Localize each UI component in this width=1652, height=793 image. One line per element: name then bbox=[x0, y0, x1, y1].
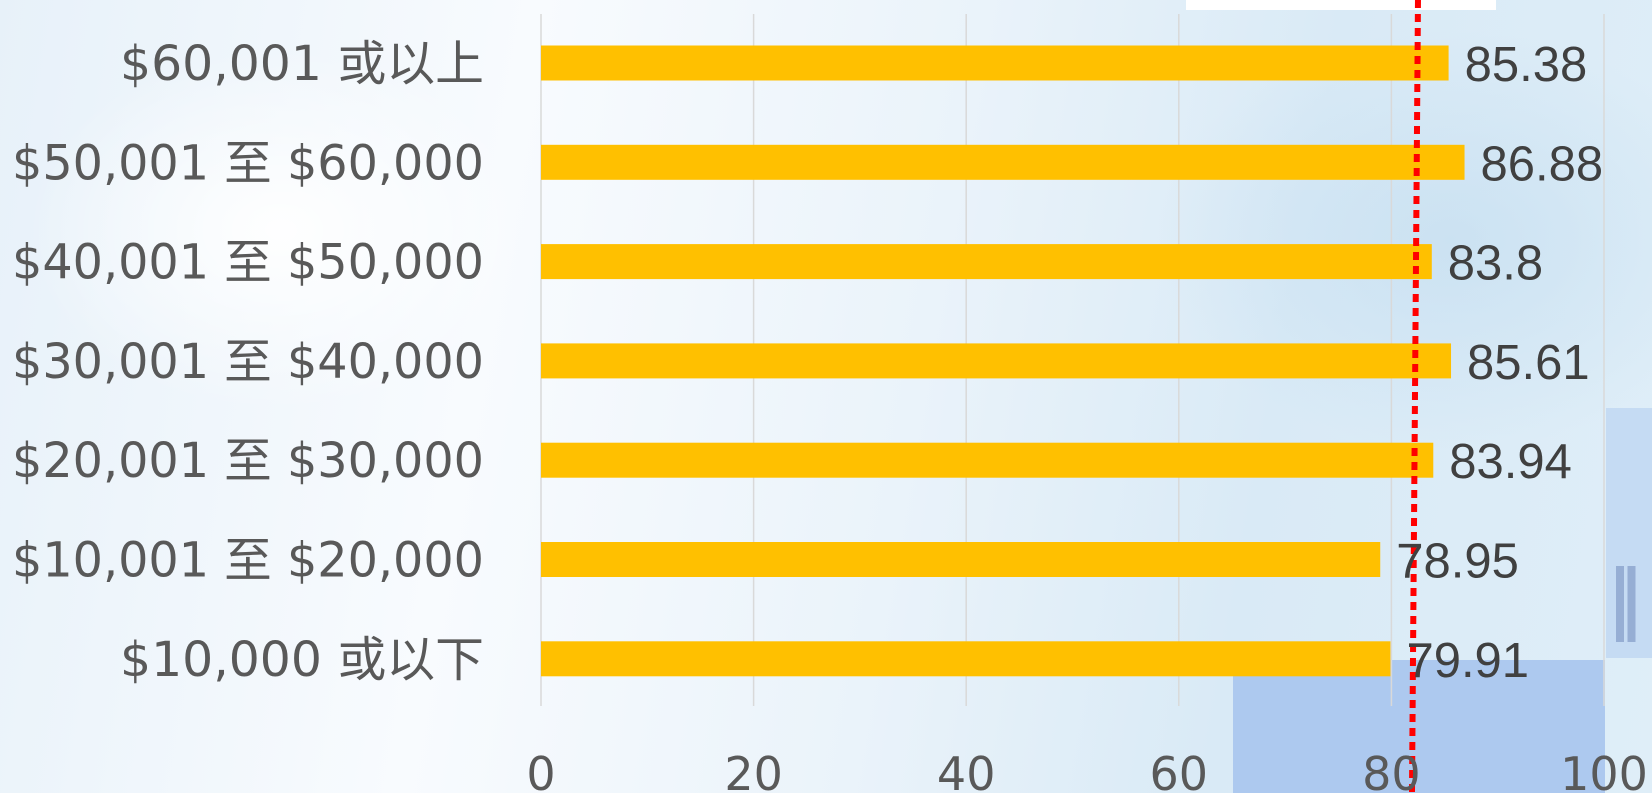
x-tick-label: 80 bbox=[1362, 747, 1421, 793]
label-layer: 0 20 40 60 80 100 $60,001 或以上 85.38 $50,001 至 $6… bbox=[12, 36, 1648, 793]
background-decor-panel bbox=[1233, 660, 1605, 793]
bar bbox=[541, 542, 1381, 577]
x-tick-label: 40 bbox=[937, 747, 996, 793]
value-label: 85.38 bbox=[1465, 38, 1588, 92]
value-label: 79.91 bbox=[1406, 634, 1529, 688]
x-tick-label: 20 bbox=[724, 747, 783, 793]
reference-line bbox=[1408, 0, 1421, 793]
legend-box bbox=[1186, 0, 1496, 10]
bar-layer bbox=[541, 45, 1465, 677]
value-label: 83.8 bbox=[1448, 237, 1543, 291]
category-label: $30,001 至 $40,000 bbox=[12, 334, 484, 390]
value-label: 86.88 bbox=[1481, 137, 1604, 191]
background-decor-glyph bbox=[1616, 566, 1642, 642]
bar bbox=[541, 244, 1432, 280]
bar bbox=[541, 343, 1452, 379]
bar bbox=[541, 45, 1449, 81]
category-label: $60,001 或以上 bbox=[120, 36, 484, 92]
category-label: $40,001 至 $50,000 bbox=[12, 235, 484, 291]
category-label: $50,001 至 $60,000 bbox=[12, 135, 484, 191]
category-label: $10,000 或以下 bbox=[120, 632, 484, 688]
category-label: $10,001 至 $20,000 bbox=[12, 533, 484, 589]
bar bbox=[541, 641, 1391, 677]
value-label: 83.94 bbox=[1449, 435, 1572, 489]
x-tick-label: 100 bbox=[1560, 747, 1648, 793]
category-label: $20,001 至 $30,000 bbox=[12, 433, 484, 489]
reference-line-layer bbox=[1408, 0, 1421, 793]
bar bbox=[541, 442, 1434, 478]
value-label: 78.95 bbox=[1396, 535, 1519, 589]
x-tick-label: 0 bbox=[526, 747, 555, 793]
x-tick-label: 60 bbox=[1150, 747, 1209, 793]
value-label: 85.61 bbox=[1467, 336, 1590, 390]
bar bbox=[541, 144, 1465, 180]
